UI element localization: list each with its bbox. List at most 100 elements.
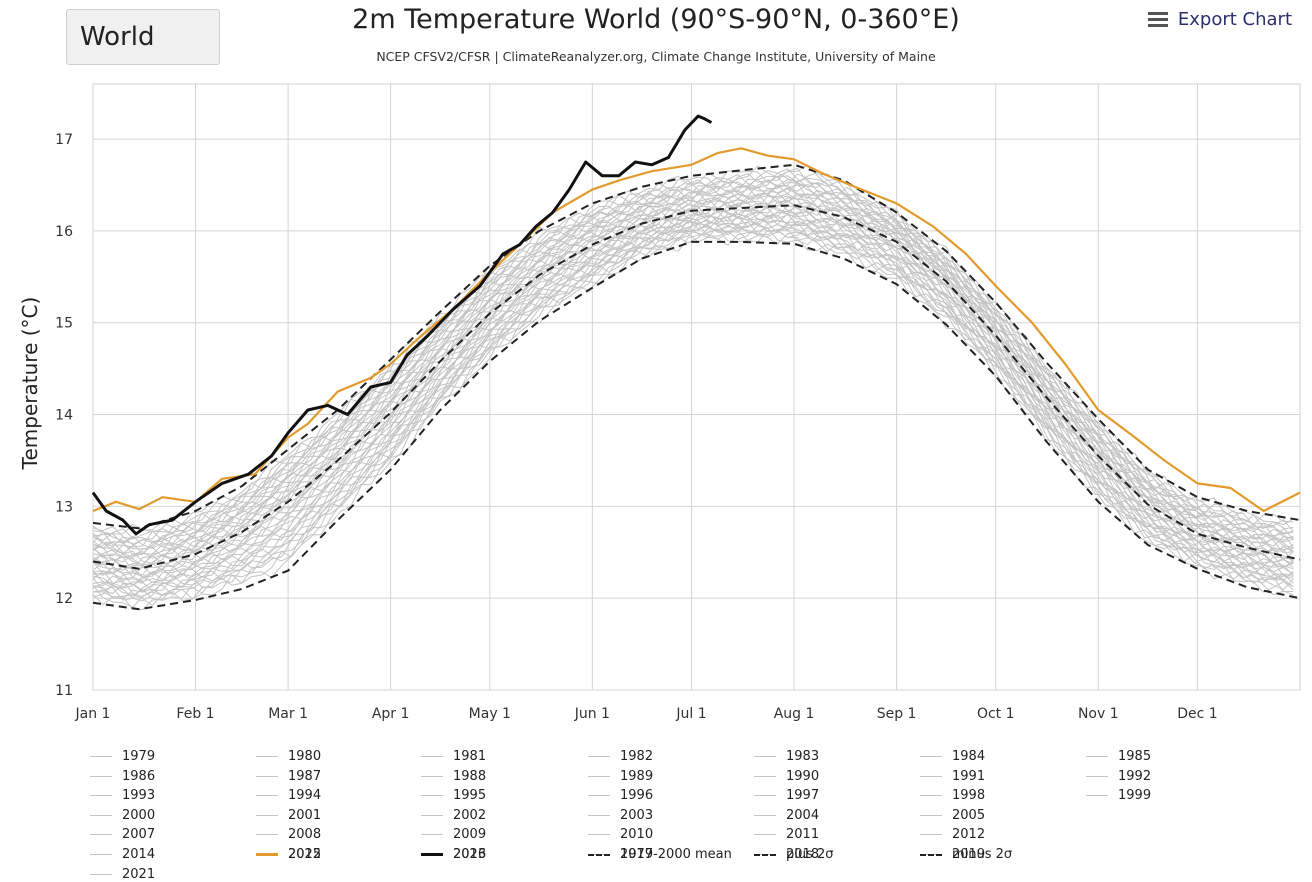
y-axis-label: Temperature (°C) [18,297,42,471]
legend-item-minus-2sigma[interactable]: minus 2σ [920,847,1012,862]
legend-swatch [588,853,610,856]
legend-label: plus 2σ [786,847,834,862]
legend-item-1989[interactable]: 1989 [588,769,653,784]
legend-item-1979[interactable]: 1979 [90,749,155,764]
legend-item-2008[interactable]: 2008 [256,827,321,842]
legend-item-1997[interactable]: 1997 [754,788,819,803]
series-line-2001 [92,195,1294,572]
export-chart-label: Export Chart [1177,9,1292,30]
legend-item-2021[interactable]: 2021 [90,867,155,882]
legend-item-2007[interactable]: 2007 [90,827,155,842]
legend-swatch [588,814,610,816]
legend-swatch [1086,795,1108,797]
series-line-1996 [92,203,1294,576]
legend-swatch [754,814,776,816]
series-line-1997 [92,199,1294,578]
series-line-1981 [92,223,1294,606]
legend-label: 1994 [288,788,322,804]
legend-label: minus 2σ [952,847,1013,862]
legend-label: 1983 [786,749,820,764]
legend-item-2022[interactable]: 2022 [256,847,321,862]
legend-item-1983[interactable]: 1983 [754,749,819,764]
legend-swatch [421,834,443,836]
legend-swatch [588,775,610,777]
legend-item-2014[interactable]: 2014 [90,847,155,862]
legend-label: 1996 [620,788,654,804]
legend-label: 2008 [288,827,322,843]
y-tick-label: 11 [55,683,73,699]
x-tick-label: Apr 1 [372,706,410,722]
x-tick-label: Jul 1 [675,706,706,722]
series-line-1983 [92,223,1294,602]
legend-swatch [754,775,776,777]
legend-label: 2022 [288,847,322,862]
legend-item-2000[interactable]: 2000 [90,808,155,823]
legend-label: 1997 [786,788,820,804]
series-line-2019 [92,165,1294,545]
legend-item-1994[interactable]: 1994 [256,788,321,803]
legend-swatch [754,834,776,836]
legend-swatch [1086,775,1108,777]
legend-item-mean[interactable]: 1979-2000 mean [588,847,732,862]
legend-label: 2001 [288,807,322,823]
legend-item-2002[interactable]: 2002 [421,808,486,823]
legend-item-2003[interactable]: 2003 [588,808,653,823]
series-line-2009 [92,181,1294,555]
legend-swatch [920,834,942,836]
x-tick-label: Sep 1 [877,706,917,722]
legend-label: 1995 [453,788,487,804]
y-tick-label: 12 [55,591,73,607]
legend-item-2012[interactable]: 2012 [920,827,985,842]
legend-item-1992[interactable]: 1992 [1086,769,1151,784]
legend-swatch [588,834,610,836]
legend-item-2005[interactable]: 2005 [920,808,985,823]
legend-swatch [90,775,112,777]
y-tick-label: 15 [55,316,73,332]
legend-item-1993[interactable]: 1993 [90,788,155,803]
legend-item-1980[interactable]: 1980 [256,749,321,764]
export-chart-button[interactable]: Export Chart [1147,9,1292,30]
region-dropdown[interactable]: World [66,9,220,65]
legend-swatch [920,814,942,816]
legend-item-2010[interactable]: 2010 [588,827,653,842]
legend-item-2009[interactable]: 2009 [421,827,486,842]
series-line-1989 [92,212,1294,592]
legend-label: 2010 [620,827,654,843]
legend-swatch [256,775,278,777]
legend-item-1987[interactable]: 1987 [256,769,321,784]
x-tick-label: Jun 1 [574,706,610,722]
legend-swatch [421,853,443,856]
x-tick-label: Nov 1 [1078,706,1119,722]
legend-swatch [256,756,278,757]
legend-item-2004[interactable]: 2004 [754,808,819,823]
legend-label: 2019 [952,847,986,862]
legend-item-1990[interactable]: 1990 [754,769,819,784]
legend-label: 2016 [453,847,487,862]
legend-item-1984[interactable]: 1984 [920,749,985,764]
legend-item-1991[interactable]: 1991 [920,769,985,784]
series-line-1995 [92,204,1294,580]
legend-item-1999[interactable]: 1999 [1086,788,1151,803]
legend-swatch [920,756,942,757]
legend-item-2001[interactable]: 2001 [256,808,321,823]
legend-swatch [90,873,112,875]
legend-item-1985[interactable]: 1985 [1086,749,1151,764]
legend-item-1995[interactable]: 1995 [421,788,486,803]
y-tick-label: 13 [55,499,73,515]
legend-label: 1982 [620,749,654,764]
legend-label: 1992 [1118,768,1152,784]
legend-item-1988[interactable]: 1988 [421,769,486,784]
legend-item-2023[interactable]: 2023 [421,847,486,862]
legend-item-1982[interactable]: 1982 [588,749,653,764]
legend-item-2011[interactable]: 2011 [754,827,819,842]
legend-label: 1979 [122,749,156,764]
legend-swatch [421,756,443,757]
legend-item-1981[interactable]: 1981 [421,749,486,764]
series-line-2008 [92,182,1294,558]
y-tick-label: 14 [55,408,73,424]
series-line-2017 [92,167,1294,543]
legend-item-1986[interactable]: 1986 [90,769,155,784]
legend-item-1996[interactable]: 1996 [588,788,653,803]
legend-item-1998[interactable]: 1998 [920,788,985,803]
legend-item-plus-2sigma[interactable]: plus 2σ [754,847,834,862]
